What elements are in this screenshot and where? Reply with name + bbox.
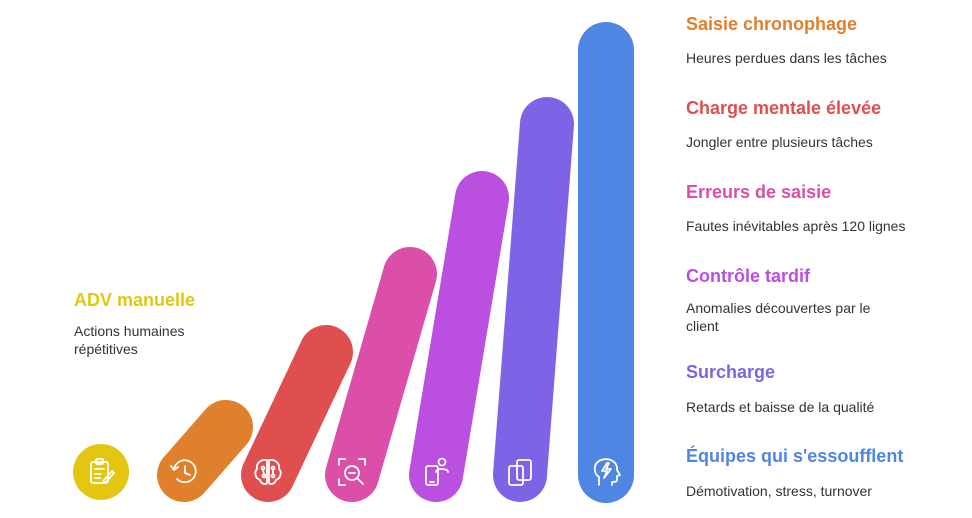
step-erreurs-de-saisie: Erreurs de saisie Fautes inévitables apr…: [686, 181, 966, 235]
step-charge-mentale: Charge mentale élevée Jongler entre plus…: [686, 97, 956, 151]
step-controle-tardif: Contrôle tardif Anomalies découvertes pa…: [686, 265, 896, 335]
step-description: Anomalies découvertes par le client: [686, 300, 871, 334]
step-adv-manuelle: ADV manuelle Actions humaines répétitive…: [74, 289, 254, 358]
stacked-files-icon: [508, 459, 532, 486]
step-description: Démotivation, stress, turnover: [686, 483, 872, 499]
step-title: Contrôle tardif: [686, 266, 810, 286]
step-description: Actions humaines répétitives: [74, 323, 185, 357]
step-description: Jongler entre plusieurs tâches: [686, 134, 873, 150]
bar-erreurs-de-saisie: [325, 247, 437, 502]
head-bolt-icon: [593, 458, 621, 486]
mobile-user-icon: [425, 457, 449, 486]
step-surcharge: Surcharge Retards et baisse de la qualit…: [686, 361, 956, 416]
step-description: Heures perdues dans les tâches: [686, 50, 887, 66]
step-title: ADV manuelle: [74, 290, 196, 310]
step-title: Saisie chronophage: [686, 14, 858, 34]
step-title: Surcharge: [686, 362, 776, 382]
brain-circuit-icon: [254, 458, 282, 485]
step-description: Fautes inévitables après 120 lignes: [686, 218, 906, 234]
step-title: Erreurs de saisie: [686, 182, 832, 202]
step-equipes: Équipes qui s'essoufflent Démotivation, …: [686, 445, 956, 500]
clipboard-edit-icon: [90, 458, 115, 484]
bar-controle-tardif: [409, 171, 509, 502]
step-description: Retards et baisse de la qualité: [686, 399, 875, 415]
step-title: Charge mentale élevée: [686, 98, 882, 118]
bar-charge-mentale: [241, 325, 353, 502]
zoom-out-scan-icon: [338, 458, 366, 486]
step-adv-circle: [73, 444, 129, 500]
bar-saisie-chronophage: [157, 400, 253, 502]
bar-surcharge: [493, 97, 574, 502]
step-saisie-chronophage: Saisie chronophage Heures perdues dans l…: [686, 13, 956, 67]
history-clock-icon: [170, 459, 197, 484]
step-title: Équipes qui s'essoufflent: [686, 446, 904, 466]
